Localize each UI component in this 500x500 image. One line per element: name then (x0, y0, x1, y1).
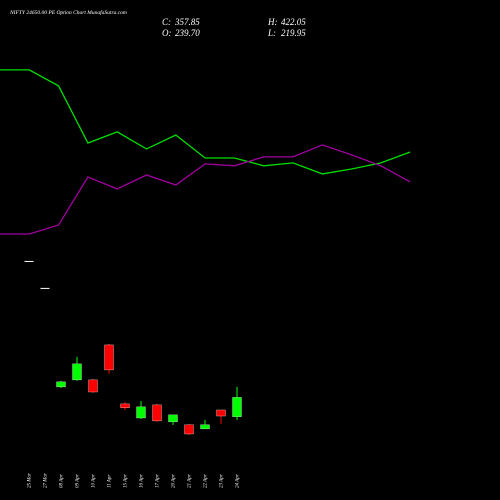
candle-body (168, 414, 178, 423)
x-tick-label: 25 Mar (28, 473, 33, 488)
x-tick-label: 21 Apr (188, 474, 193, 488)
indicator-line (0, 144, 411, 235)
chart-title: NIFTY 24650.00 PE Option Chart MunafaSut… (9, 9, 127, 16)
summary-value: 422.05 (281, 17, 306, 27)
summary-label: H: (267, 17, 278, 27)
x-tick-label: 16 Apr (140, 474, 145, 488)
summary-value: 239.70 (175, 28, 200, 38)
x-tick-label: 22 Apr (204, 474, 209, 488)
candle-body (88, 379, 98, 393)
summary-value: 357.85 (174, 17, 200, 27)
candle-body (24, 260, 34, 262)
candle-body (216, 409, 226, 417)
candle-body (200, 424, 210, 430)
x-tick-label: 08 Apr (60, 474, 65, 488)
x-tick-label: 17 Apr (156, 474, 161, 488)
summary-label: O: (162, 28, 172, 38)
x-tick-label: 27 Mar (44, 473, 49, 488)
summary-label: C: (162, 17, 171, 27)
candle-body (152, 404, 162, 422)
x-tick-label: 15 Apr (124, 474, 129, 488)
candle-body (40, 287, 50, 289)
summary-label: L: (267, 28, 276, 38)
x-tick-label: 10 Apr (92, 474, 97, 488)
x-tick-label: 09 Apr (76, 474, 81, 488)
x-tick-label: 11 Apr (108, 475, 113, 488)
candle-body (104, 344, 114, 371)
candle-body (136, 406, 146, 419)
summary-value: 219.95 (281, 28, 306, 38)
candle-body (232, 397, 242, 417)
x-tick-label: 20 Apr (172, 474, 177, 488)
candle-body (56, 381, 66, 388)
indicator-line (0, 69, 411, 175)
x-tick-label: 23 Apr (220, 474, 225, 488)
candle-body (184, 424, 194, 435)
candle-body (120, 403, 130, 408)
candle-body (72, 363, 82, 381)
x-tick-label: 24 Apr (236, 474, 241, 488)
